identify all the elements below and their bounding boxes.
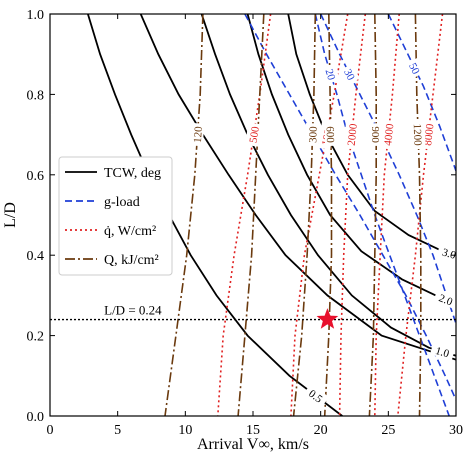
x-tick-label: 0 — [47, 423, 54, 438]
curve-label-text: 300 — [307, 126, 320, 143]
curve-label-text: 50 — [406, 61, 422, 77]
curve-label-8: 20 — [323, 64, 340, 84]
design-point-star — [316, 308, 339, 329]
curve-label-14: 120 — [189, 122, 205, 147]
y-tick-label: 0.0 — [27, 410, 45, 425]
series-heat-load-18 — [368, 14, 377, 416]
x-axis-label: Arrival V∞, km/s — [197, 436, 309, 453]
curve-label-text: 1.0 — [434, 345, 451, 361]
y-tick-label: 0.6 — [27, 169, 45, 184]
curve-label-text: 20 — [323, 68, 338, 82]
x-tick-label: 15 — [246, 423, 260, 438]
curve-label-text: 1200 — [411, 123, 424, 146]
legend: TCW, deg g-load q̇, W/cm² Q, kJ/cm² — [58, 156, 173, 276]
series-TCW-2 — [200, 14, 456, 357]
series-g-load-7 — [244, 14, 456, 401]
curve-label-12: 4000 — [379, 119, 396, 150]
curve-label-2: 1.0 — [429, 341, 456, 361]
curve-label-16: 300 — [305, 123, 320, 147]
curve-label-3: 2.0 — [433, 288, 459, 310]
curve-label-17: 600 — [324, 123, 338, 147]
legend-label: g-load — [104, 195, 140, 210]
legend-label: TCW, deg — [104, 166, 161, 181]
curve-label-text: 8000 — [422, 123, 437, 147]
x-tick-label: 10 — [178, 423, 192, 438]
curve-label-text: 2.0 — [437, 292, 455, 308]
legend-box — [58, 156, 173, 276]
curve-label-text: 500 — [248, 125, 262, 144]
y-tick-label: 0.8 — [27, 88, 45, 103]
curve-label-18: 900 — [369, 123, 384, 146]
y-tick-label: 0.2 — [27, 330, 45, 345]
series-TCW-3 — [246, 14, 456, 305]
series-heat-rate-12 — [374, 14, 400, 416]
curve-label-5: 30 — [340, 63, 360, 85]
reference-hline-label: L/D = 0.24 — [104, 303, 162, 318]
series-heat-load-15 — [237, 14, 265, 416]
y-axis-label: L/D — [2, 202, 19, 228]
curve-label-text: 4000 — [382, 123, 396, 147]
series-heat-load-14 — [164, 14, 204, 416]
curve-label-text: 3.0 — [441, 246, 458, 262]
y-tick-label: 1.0 — [27, 8, 45, 23]
curve-label-text: 900 — [369, 126, 381, 143]
y-tick-label: 0.4 — [27, 249, 45, 264]
series-g-load-6 — [387, 14, 456, 172]
x-tick-label: 25 — [381, 423, 395, 438]
legend-label: q̇, W/cm² — [104, 224, 156, 239]
curve-label-19: 1200 — [411, 119, 426, 150]
series-TCW-1 — [139, 14, 456, 361]
series-heat-load-16 — [292, 14, 317, 416]
curve-label-layer: 0.51.02.03.03050205001000200040008000120… — [104, 57, 463, 408]
curve-label-9: 500 — [245, 122, 262, 147]
tick-layer: 0 5 10 15 20 25 30 0.0 0.2 0.4 0.6 0.8 1.0 — [27, 8, 464, 438]
series-heat-rate-11 — [338, 14, 367, 416]
curve-label-text: 120 — [192, 126, 205, 144]
curve-label-text: 600 — [324, 126, 336, 143]
x-tick-label: 20 — [314, 423, 328, 438]
legend-label: Q, kJ/cm² — [104, 253, 159, 268]
x-tick-label: 5 — [114, 423, 121, 438]
series-heat-load-19 — [414, 14, 422, 416]
curve-label-6: 50 — [405, 57, 425, 79]
marker-layer — [316, 308, 339, 329]
curve-label-11: 2000 — [343, 119, 360, 150]
x-tick-label: 30 — [449, 423, 463, 438]
curve-label-text: 2000 — [346, 123, 360, 147]
